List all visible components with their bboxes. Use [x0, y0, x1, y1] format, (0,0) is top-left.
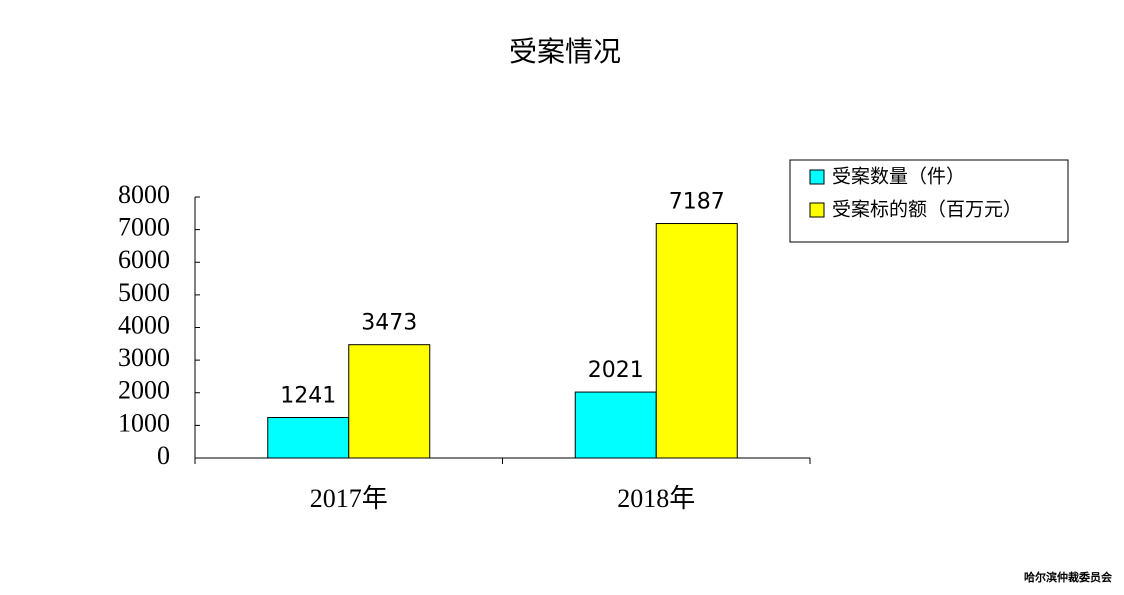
x-tick-label: 2017年 — [310, 484, 388, 513]
x-tick-label: 2018年 — [617, 484, 695, 513]
y-tick-label: 6000 — [118, 245, 170, 274]
y-tick-label: 8000 — [118, 180, 170, 209]
data-label: 1241 — [280, 384, 336, 409]
y-tick-label: 5000 — [118, 278, 170, 307]
legend-label: 受案数量（件） — [832, 166, 965, 188]
y-tick-label: 2000 — [118, 376, 170, 405]
y-tick-label: 3000 — [118, 343, 170, 372]
legend-swatch — [809, 202, 825, 218]
y-tick-label: 4000 — [118, 310, 170, 339]
y-tick-label: 7000 — [118, 213, 170, 242]
bar — [574, 391, 657, 459]
data-label: 7187 — [669, 190, 725, 215]
legend-box — [789, 159, 1069, 243]
y-tick-label: 1000 — [118, 408, 170, 437]
bar — [267, 417, 350, 459]
bar — [348, 344, 431, 459]
chart-title: 受案情况 — [509, 35, 621, 68]
data-label: 3473 — [361, 311, 417, 336]
footer: 哈尔滨仲裁委员会 — [1024, 570, 1113, 584]
legend-label: 受案标的额（百万元） — [832, 199, 1022, 221]
legend-swatch — [809, 169, 825, 185]
data-label: 2021 — [588, 358, 644, 383]
bar — [655, 223, 738, 459]
y-tick-label: 0 — [157, 441, 170, 470]
